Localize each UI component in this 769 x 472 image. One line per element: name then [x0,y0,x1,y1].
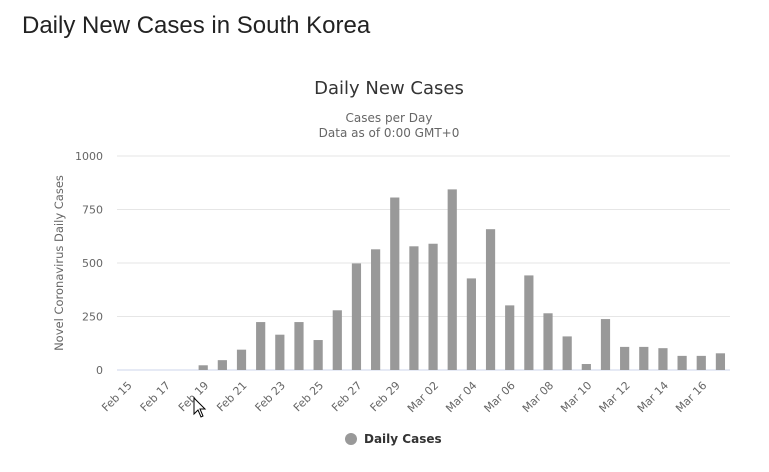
bar[interactable] [428,243,438,370]
bar[interactable] [562,336,572,370]
bar[interactable] [715,353,726,370]
bar[interactable] [275,334,285,370]
bar[interactable] [351,263,362,370]
bar[interactable] [543,313,553,370]
bar[interactable] [217,360,227,370]
x-tick-label: Mar 10 [558,379,594,415]
y-tick-label: 750 [82,204,103,217]
x-tick-label: Feb 17 [138,379,173,414]
bar[interactable] [313,340,323,370]
bar[interactable] [409,246,419,370]
bar[interactable] [581,364,591,370]
gridlines [117,155,730,371]
x-tick-label: Feb 23 [253,379,288,414]
x-tick-label: Mar 14 [635,379,671,415]
y-tick-label: 250 [82,311,103,324]
x-tick-label: Mar 08 [520,379,556,415]
bar[interactable] [505,305,515,370]
bar[interactable] [198,365,208,370]
bar[interactable] [524,275,534,370]
bar[interactable] [696,355,706,370]
bar[interactable] [447,189,457,370]
legend-label: Daily Cases [364,432,442,446]
page-heading: Daily New Cases in South Korea [22,12,371,39]
bar[interactable] [256,322,266,370]
x-tick-label: Mar 06 [482,379,518,415]
bar[interactable] [466,278,476,370]
x-axis-ticks: Feb 15 Feb 17 Feb 19 Feb 21 Feb 23 Feb 25 Feb … [99,379,709,415]
bar[interactable] [620,346,630,370]
x-tick-label: Mar 04 [443,379,479,415]
x-tick-label: Feb 15 [99,379,134,414]
x-tick-label: Mar 16 [673,379,709,415]
x-tick-label: Feb 25 [291,379,326,414]
chart-subtitle-line-2: Data as of 0:00 GMT+0 [319,126,460,140]
x-tick-label: Mar 12 [597,379,633,415]
x-tick-label: Feb 29 [368,379,403,414]
bar[interactable] [639,346,649,370]
x-tick-label: Feb 21 [214,379,249,414]
bar[interactable] [390,197,400,370]
bar[interactable] [332,310,342,370]
bar[interactable] [294,322,304,370]
chart-subtitle-line-1: Cases per Day [346,111,433,125]
y-axis-label: Novel Coronavirus Daily Cases [52,175,66,351]
mouse-cursor-icon [193,396,207,418]
bar[interactable] [658,348,668,370]
y-axis-ticks: 0 250 500 750 1000 [75,150,103,377]
bar[interactable] [236,349,247,370]
bar[interactable] [371,249,381,370]
chart-title: Daily New Cases [314,78,464,99]
bar-series [198,189,726,370]
x-tick-label: Feb 27 [329,379,364,414]
y-tick-label: 500 [82,257,103,270]
y-tick-label: 0 [96,364,103,377]
bar[interactable] [600,319,611,370]
bar[interactable] [485,229,496,370]
x-tick-label: Mar 02 [405,379,441,415]
bar[interactable] [677,355,687,370]
y-tick-label: 1000 [75,150,103,163]
legend[interactable]: Daily Cases [345,432,442,446]
legend-marker [345,433,357,445]
